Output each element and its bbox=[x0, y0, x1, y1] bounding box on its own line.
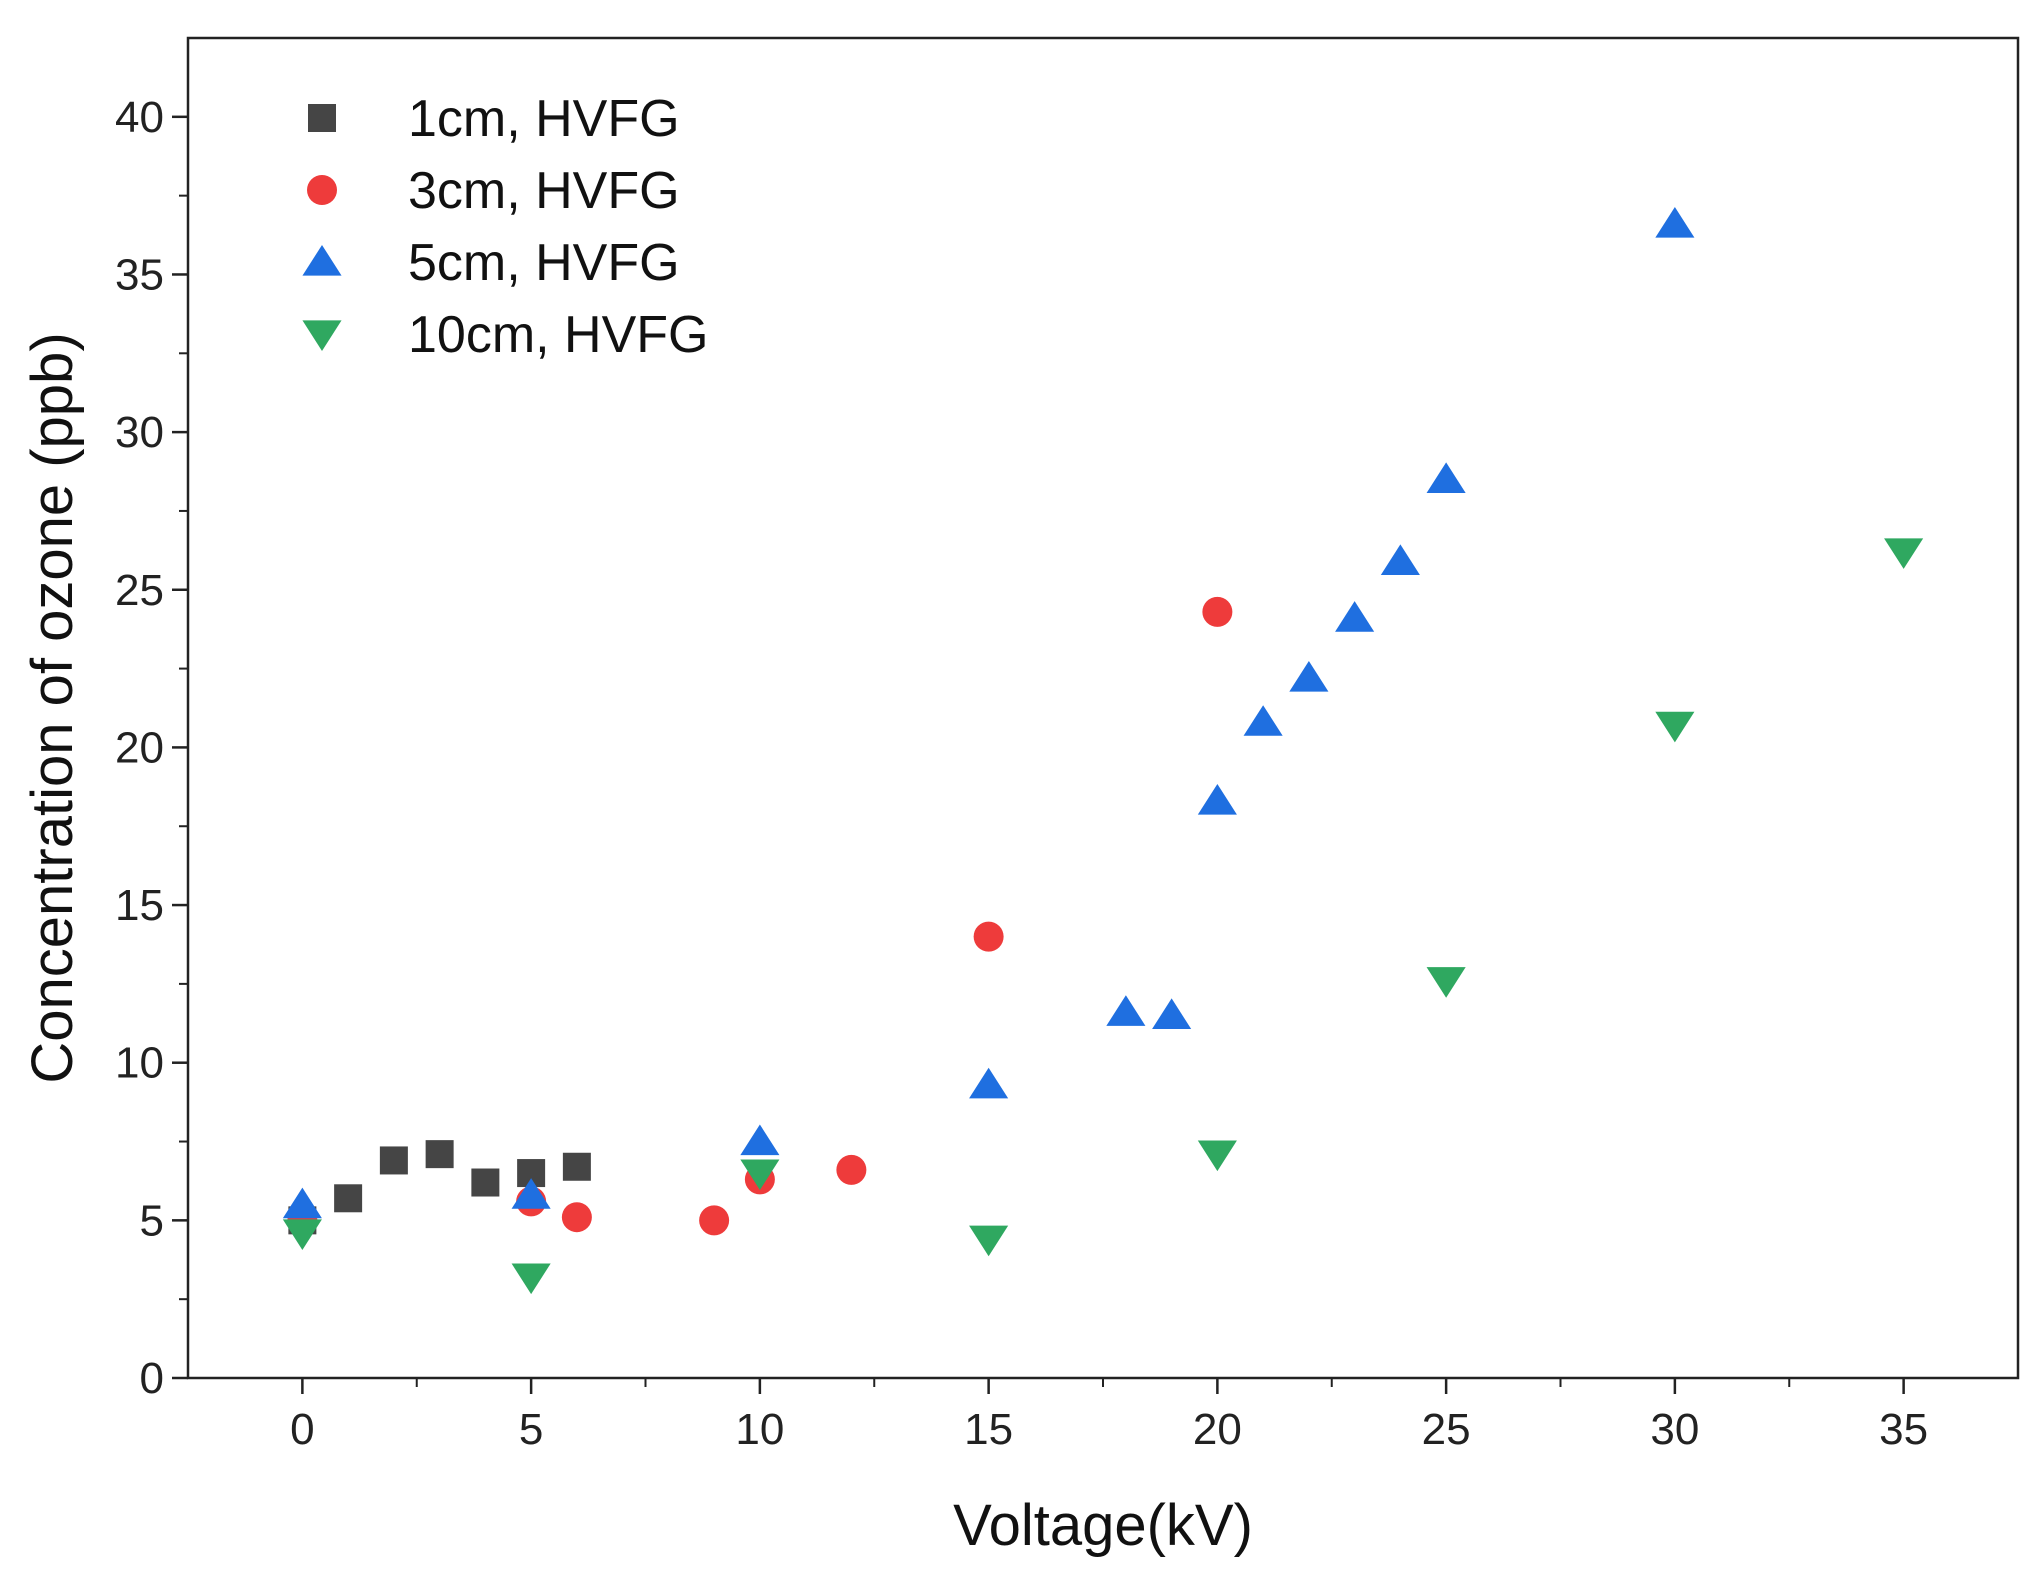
y-tick-label: 0 bbox=[140, 1354, 164, 1403]
major-ticks bbox=[172, 115, 1905, 1394]
y-tick-label: 5 bbox=[140, 1196, 164, 1245]
y-axis-title: Concentration of ozone (ppb) bbox=[20, 332, 85, 1083]
data-point bbox=[1380, 544, 1420, 575]
data-point bbox=[282, 1187, 322, 1219]
data-point bbox=[969, 1067, 1009, 1099]
data-point bbox=[1426, 967, 1466, 998]
legend-marker bbox=[307, 175, 337, 205]
data-point bbox=[1655, 711, 1695, 743]
data-point bbox=[511, 1263, 551, 1295]
data-point bbox=[1243, 705, 1283, 736]
data-point bbox=[1884, 538, 1924, 569]
y-tick-label: 30 bbox=[115, 408, 164, 457]
series-2 bbox=[282, 207, 1695, 1219]
series-3 bbox=[282, 538, 1924, 1295]
data-point bbox=[425, 1140, 454, 1169]
x-tick-label: 35 bbox=[1879, 1405, 1928, 1454]
data-point bbox=[969, 1225, 1009, 1257]
minor-ticks bbox=[179, 194, 1791, 1387]
data-point bbox=[836, 1154, 867, 1185]
data-point bbox=[1335, 601, 1375, 632]
data-point bbox=[561, 1202, 592, 1233]
data-point bbox=[379, 1146, 408, 1175]
y-tick-label: 25 bbox=[115, 566, 164, 615]
legend-label: 3cm, HVFG bbox=[408, 162, 680, 220]
x-tick-label: 10 bbox=[735, 1405, 784, 1454]
legend-marker bbox=[308, 104, 336, 132]
series-0 bbox=[288, 1140, 591, 1235]
data-point bbox=[334, 1184, 363, 1213]
data-point bbox=[1106, 995, 1146, 1026]
data-point bbox=[1426, 462, 1466, 494]
data-point bbox=[699, 1205, 730, 1236]
x-tick-label: 15 bbox=[964, 1405, 1013, 1454]
data-markers bbox=[282, 207, 1924, 1295]
legend-marker bbox=[302, 320, 342, 351]
x-tick-label: 5 bbox=[519, 1405, 543, 1454]
data-point bbox=[511, 1178, 551, 1209]
legend-label: 10cm, HVFG bbox=[408, 306, 709, 364]
x-tick-label: 25 bbox=[1422, 1405, 1471, 1454]
data-point bbox=[1197, 1140, 1237, 1172]
legend-label: 5cm, HVFG bbox=[408, 234, 680, 292]
x-tick-label: 20 bbox=[1193, 1405, 1242, 1454]
data-point bbox=[1202, 596, 1233, 627]
data-point bbox=[740, 1159, 780, 1191]
y-tick-label: 15 bbox=[115, 881, 164, 930]
legend-marker bbox=[302, 245, 342, 276]
data-point bbox=[282, 1219, 322, 1250]
legend-label: 1cm, HVFG bbox=[408, 90, 680, 148]
y-tick-label: 40 bbox=[115, 93, 164, 142]
y-tick-label: 10 bbox=[115, 1039, 164, 1088]
plot-frame bbox=[186, 36, 2020, 1380]
data-point bbox=[1152, 998, 1192, 1030]
x-axis-title: Voltage(kV) bbox=[953, 1493, 1253, 1558]
tick-labels: 0 5 10 15 20 25 30 35 0 5 10 15 20 25 30 35 40 bbox=[115, 93, 1928, 1454]
x-tick-label: 0 bbox=[290, 1405, 314, 1454]
data-point bbox=[973, 921, 1004, 952]
data-point bbox=[1289, 661, 1329, 692]
data-point bbox=[1197, 784, 1237, 815]
x-tick-label: 30 bbox=[1650, 1405, 1699, 1454]
data-point bbox=[1655, 207, 1695, 238]
y-tick-label: 35 bbox=[115, 250, 164, 299]
y-tick-label: 20 bbox=[115, 723, 164, 772]
data-point bbox=[562, 1152, 591, 1181]
legend: 1cm, HVFG 3cm, HVFG 5cm, HVFG 10cm, HVFG bbox=[302, 90, 709, 364]
data-point bbox=[740, 1124, 780, 1156]
data-point bbox=[471, 1168, 500, 1197]
